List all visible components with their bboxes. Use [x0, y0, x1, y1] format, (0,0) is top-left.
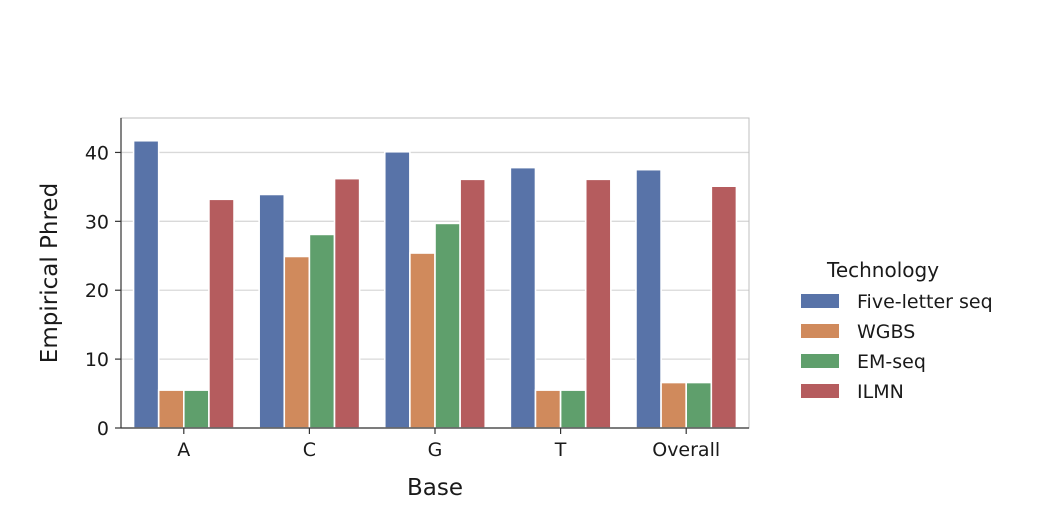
x-tick-label: A: [177, 439, 190, 461]
bars: [132, 139, 738, 429]
bar-ilmn-overall: [710, 185, 738, 429]
bar-ilmn-g: [459, 178, 487, 429]
legend-swatch: [801, 294, 839, 308]
bar-five-letter-seq-c: [258, 193, 286, 429]
y-tick-label: 20: [85, 280, 109, 302]
x-tick-label: Overall: [652, 439, 720, 461]
x-tick-label: C: [303, 439, 316, 461]
legend-swatch: [801, 384, 839, 398]
bar-em-seq-t: [559, 389, 587, 429]
bar-five-letter-seq-a: [132, 139, 160, 429]
bar-five-letter-seq-g: [383, 150, 411, 429]
legend-swatch: [801, 354, 839, 368]
y-axis-title: Empirical Phred: [37, 183, 63, 363]
x-tick-label: T: [554, 439, 567, 461]
legend-label: ILMN: [857, 381, 904, 403]
y-tick-label: 40: [85, 142, 109, 164]
bar-wgbs-g: [409, 252, 436, 429]
bar-five-letter-seq-t: [509, 166, 537, 429]
bar-ilmn-c: [333, 177, 361, 429]
bar-wgbs-c: [283, 255, 311, 429]
legend-title: Technology: [826, 258, 939, 282]
x-tick-label: G: [428, 439, 443, 461]
bar-ilmn-t: [584, 178, 612, 429]
x-axis-title: Base: [407, 475, 463, 501]
legend-label: EM-seq: [857, 351, 926, 373]
bar-wgbs-t: [534, 389, 562, 429]
bar-ilmn-a: [208, 198, 235, 429]
y-tick-label: 30: [85, 211, 109, 233]
legend: Technology Five-letter seq WGBS EM-seq ILMN: [801, 258, 993, 403]
bar-em-seq-overall: [685, 381, 713, 429]
legend-label: Five-letter seq: [857, 291, 993, 313]
x-axis: A C G T Overall: [177, 428, 720, 461]
bar-five-letter-seq-overall: [635, 168, 662, 429]
legend-label: WGBS: [857, 321, 915, 343]
bar-em-seq-a: [183, 389, 210, 429]
y-tick-label: 0: [97, 418, 109, 440]
bar-em-seq-g: [434, 222, 461, 429]
legend-swatch: [801, 324, 839, 338]
bar-wgbs-a: [157, 389, 185, 429]
y-tick-label: 10: [85, 349, 109, 371]
bar-em-seq-c: [308, 233, 336, 429]
bar-wgbs-overall: [660, 381, 688, 429]
